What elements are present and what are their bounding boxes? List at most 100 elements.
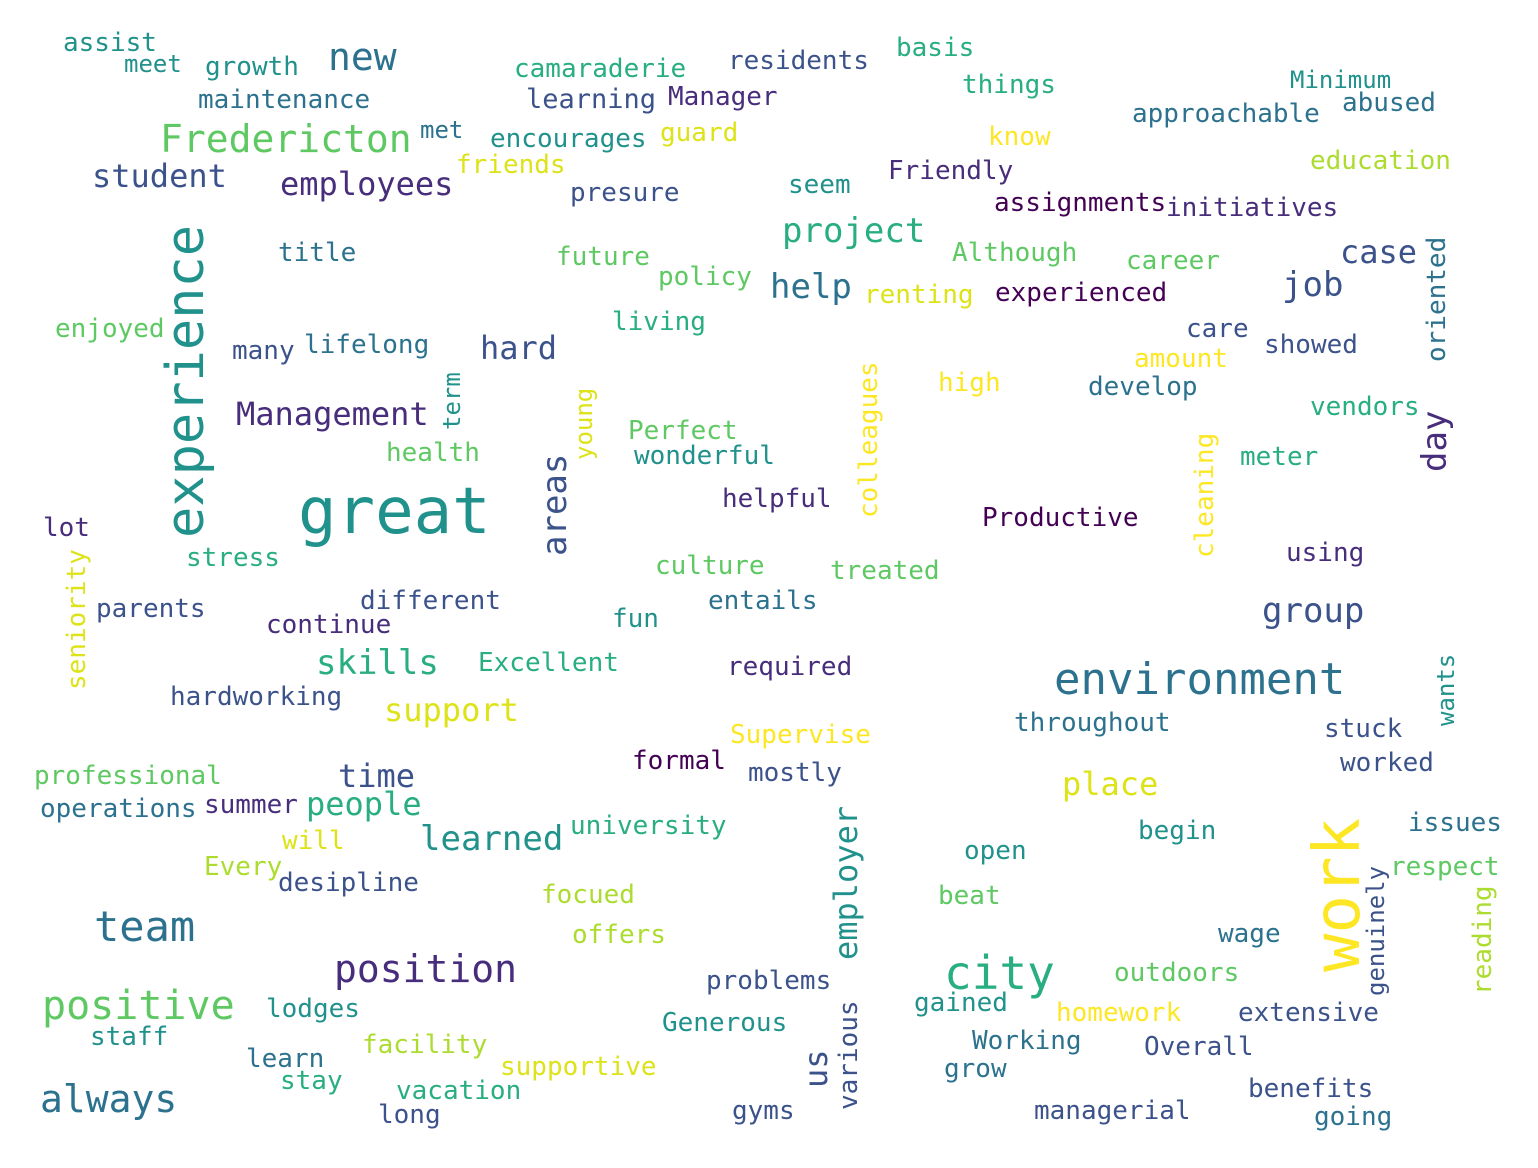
word: professional — [34, 761, 222, 791]
word: begin — [1138, 816, 1217, 846]
word: meet — [124, 50, 182, 78]
word: know — [988, 122, 1051, 152]
word: day — [1415, 410, 1455, 472]
word: will — [282, 826, 345, 856]
word: learning — [526, 84, 657, 115]
word: stuck — [1324, 714, 1403, 744]
word: young — [570, 387, 598, 460]
word: experience — [156, 224, 216, 538]
word: friends — [456, 150, 566, 180]
word: Friendly — [888, 156, 1014, 186]
word: using — [1286, 538, 1365, 568]
word: experienced — [995, 278, 1168, 308]
word: gained — [914, 988, 1008, 1018]
word: reading — [1468, 885, 1498, 995]
word: genuinely — [1362, 865, 1390, 996]
word: Productive — [982, 503, 1139, 533]
word: mostly — [748, 758, 842, 788]
word: throughout — [1014, 708, 1171, 738]
word: stay — [280, 1066, 343, 1096]
word: culture — [655, 551, 765, 581]
word: offers — [572, 920, 666, 950]
word: beat — [938, 881, 1001, 911]
word: learned — [420, 819, 564, 859]
word: staff — [90, 1022, 169, 1052]
word: environment — [1054, 654, 1346, 705]
word: seniority — [62, 549, 92, 690]
word: positive — [42, 983, 235, 1029]
word: wants — [1432, 653, 1460, 726]
word: Excellent — [478, 648, 619, 678]
word: issues — [1408, 808, 1502, 838]
word: hard — [480, 329, 558, 367]
word: work — [1301, 817, 1375, 972]
word: encourages — [490, 124, 647, 154]
word: met — [420, 116, 464, 144]
word: employer — [827, 805, 865, 960]
word: position — [334, 947, 518, 991]
word: Although — [952, 238, 1078, 268]
word: us — [797, 1049, 835, 1088]
word: cleaning — [1190, 432, 1220, 558]
word: things — [962, 70, 1056, 100]
word: different — [360, 586, 501, 616]
word: job — [1282, 265, 1344, 305]
word: lodges — [266, 994, 360, 1024]
word: various — [834, 1000, 864, 1110]
word: entails — [708, 586, 818, 616]
word: going — [1314, 1102, 1393, 1132]
word: place — [1062, 765, 1159, 803]
word: meter — [1240, 442, 1319, 472]
word: summer — [204, 790, 298, 820]
word: new — [328, 35, 397, 79]
word: time — [338, 757, 416, 795]
word: open — [964, 836, 1027, 866]
word: group — [1262, 591, 1365, 631]
word: Manager — [668, 82, 778, 112]
word: lot — [43, 513, 90, 543]
word: showed — [1264, 330, 1358, 360]
word: managerial — [1034, 1096, 1191, 1126]
word: fun — [612, 604, 659, 634]
word: care — [1186, 314, 1249, 344]
word: Management — [236, 395, 429, 433]
word: future — [556, 242, 650, 272]
word: formal — [632, 746, 726, 776]
word: wage — [1218, 919, 1281, 949]
word: required — [727, 652, 853, 682]
word: wonderful — [634, 441, 775, 471]
word: vendors — [1310, 392, 1420, 422]
word: many — [232, 336, 295, 366]
word: guard — [660, 118, 739, 148]
word: Working — [972, 1026, 1082, 1056]
word: people — [306, 785, 422, 823]
word: seem — [788, 170, 851, 200]
word: Overall — [1144, 1032, 1254, 1062]
word: project — [782, 211, 926, 251]
word: stress — [186, 543, 280, 573]
word: maintenance — [198, 85, 371, 115]
word: oriented — [1422, 236, 1452, 362]
word: case — [1340, 233, 1418, 271]
word: problems — [706, 966, 832, 996]
word: supportive — [500, 1052, 657, 1082]
word: living — [612, 307, 706, 337]
word: policy — [658, 262, 752, 292]
word: residents — [728, 46, 869, 76]
word: career — [1126, 246, 1220, 276]
word: facility — [362, 1030, 488, 1060]
word: gyms — [732, 1096, 795, 1126]
word: term — [438, 372, 466, 430]
word: high — [938, 368, 1001, 398]
word: develop — [1088, 372, 1198, 402]
word: education — [1310, 146, 1451, 176]
word: helpful — [722, 484, 832, 514]
word: support — [384, 691, 519, 729]
word: extensive — [1238, 998, 1379, 1028]
word: student — [92, 157, 227, 195]
word: areas — [535, 453, 575, 556]
word: approachable — [1132, 99, 1320, 129]
word: always — [40, 1077, 178, 1121]
word: assist — [63, 28, 157, 58]
